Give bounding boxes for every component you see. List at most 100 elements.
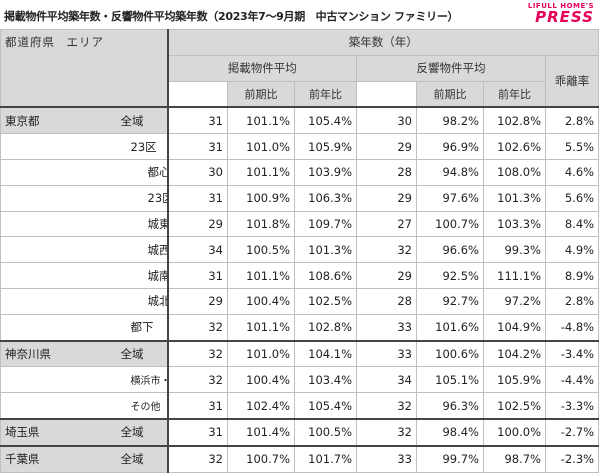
cell-area: 都心6区 bbox=[62, 158, 168, 186]
cell-value: 92.7% bbox=[416, 287, 484, 315]
cell-value: 31 bbox=[166, 262, 228, 289]
cell-value: 34 bbox=[166, 236, 228, 264]
cell-value: 100.4% bbox=[227, 366, 295, 394]
cell-area: 全域 bbox=[62, 339, 168, 368]
cell-area: 23区その他 bbox=[62, 184, 168, 212]
cell-pref bbox=[0, 236, 63, 264]
cell-area: その他 bbox=[62, 392, 168, 420]
cell-area: 城南 bbox=[62, 262, 168, 289]
cell-area: 都下 bbox=[62, 313, 168, 342]
cell-value: 32 bbox=[356, 236, 417, 264]
cell-value: 31 bbox=[166, 392, 228, 420]
cell-value: 5.5% bbox=[544, 133, 600, 160]
cell-pref: 神奈川県 bbox=[0, 339, 63, 368]
cell-value: 5.6% bbox=[544, 184, 600, 212]
table-row: 都下 32 101.1% 102.8% 33 101.6% 104.9% -4.8% bbox=[0, 313, 600, 342]
cell-value: 29 bbox=[356, 262, 417, 289]
cell-value: 8.9% bbox=[544, 262, 600, 289]
cell-value: 98.2% bbox=[416, 106, 484, 135]
cell-value: 102.8% bbox=[483, 106, 546, 135]
cell-area: 横浜市・川崎市 bbox=[62, 366, 168, 394]
cell-pref: 東京都 bbox=[0, 106, 63, 135]
building-age-table: 都道府県 エリア 築年数（年） 掲載物件平均 反響物件平均 乖離率 前期比 前年… bbox=[0, 29, 600, 473]
cell-value: 29 bbox=[166, 287, 228, 315]
cell-value: 101.1% bbox=[227, 158, 295, 186]
cell-area: 全域 bbox=[62, 106, 168, 135]
cell-value: 27 bbox=[356, 210, 417, 238]
table-row: 神奈川県 全域 32 101.0% 104.1% 33 100.6% 104.2% -3.4% bbox=[0, 339, 600, 368]
cell-value: 97.2% bbox=[483, 287, 546, 315]
cell-value: 103.9% bbox=[294, 158, 357, 186]
cell-value: 99.3% bbox=[483, 236, 546, 264]
table-row: 東京都 全域 31 101.1% 105.4% 30 98.2% 102.8% 2.8% bbox=[0, 106, 600, 135]
header-gap: 乖離率 bbox=[544, 54, 600, 108]
cell-value: -4.4% bbox=[544, 366, 600, 394]
table-row: 埼玉県 全域 31 101.4% 100.5% 32 98.4% 100.0% -2.7% bbox=[0, 417, 600, 447]
cell-area: 城西 bbox=[62, 236, 168, 264]
page-title: 掲載物件平均築年数・反響物件平均築年数（2023年7～9月期 中古マンション フ… bbox=[4, 10, 459, 23]
cell-area: 23区 bbox=[62, 133, 168, 160]
cell-value: -4.8% bbox=[544, 313, 600, 342]
cell-value: 101.6% bbox=[416, 313, 484, 342]
cell-value: 100.9% bbox=[227, 184, 295, 212]
cell-pref bbox=[0, 366, 63, 394]
cell-value: 109.7% bbox=[294, 210, 357, 238]
cell-value: 30 bbox=[166, 158, 228, 186]
cell-value: 100.7% bbox=[416, 210, 484, 238]
cell-value: 100.4% bbox=[227, 287, 295, 315]
cell-pref bbox=[0, 133, 63, 160]
cell-value: 33 bbox=[356, 339, 417, 368]
cell-value: 101.0% bbox=[227, 339, 295, 368]
cell-value: 31 bbox=[166, 184, 228, 212]
logo-line2: PRESS bbox=[535, 8, 594, 26]
cell-value: 101.3% bbox=[483, 184, 546, 212]
logo-line1: LIFULL HOME'S bbox=[527, 2, 594, 10]
cell-value: 106.3% bbox=[294, 184, 357, 212]
cell-value: 96.3% bbox=[416, 392, 484, 420]
cell-value: 105.9% bbox=[483, 366, 546, 394]
cell-value: 2.8% bbox=[544, 287, 600, 315]
cell-value: 92.5% bbox=[416, 262, 484, 289]
cell-value: 2.8% bbox=[544, 106, 600, 135]
cell-value: 29 bbox=[166, 210, 228, 238]
brand-logo: LIFULL HOME'S PRESS bbox=[528, 2, 594, 25]
cell-value: 100.5% bbox=[294, 417, 357, 447]
header-response-yoy: 前年比 bbox=[483, 80, 546, 108]
header-listed-yoy: 前年比 bbox=[294, 80, 357, 108]
table-row: その他 31 102.4% 105.4% 32 96.3% 102.5% -3.3% bbox=[0, 392, 600, 420]
header-response-qoq: 前期比 bbox=[416, 80, 484, 108]
cell-value: 101.4% bbox=[227, 417, 295, 447]
cell-value: -2.7% bbox=[544, 417, 600, 447]
header-response: 反響物件平均 bbox=[356, 54, 546, 82]
cell-value: 97.6% bbox=[416, 184, 484, 212]
cell-value: 8.4% bbox=[544, 210, 600, 238]
cell-value: 103.3% bbox=[483, 210, 546, 238]
cell-value: 103.4% bbox=[294, 366, 357, 394]
cell-value: 100.0% bbox=[483, 417, 546, 447]
cell-value: 100.5% bbox=[227, 236, 295, 264]
cell-value: 31 bbox=[166, 133, 228, 160]
cell-value: 101.0% bbox=[227, 133, 295, 160]
cell-value: 108.6% bbox=[294, 262, 357, 289]
cell-value: 28 bbox=[356, 287, 417, 315]
header-listed-qoq: 前期比 bbox=[227, 80, 295, 108]
cell-value: 111.1% bbox=[483, 262, 546, 289]
cell-value: 34 bbox=[356, 366, 417, 394]
table-body: 東京都 全域 31 101.1% 105.4% 30 98.2% 102.8% 2.8% 23区 3… bbox=[0, 106, 600, 473]
cell-pref bbox=[0, 210, 63, 238]
table-row: 23区 31 101.0% 105.9% 29 96.9% 102.6% 5.5% bbox=[0, 133, 600, 160]
cell-value: 29 bbox=[356, 184, 417, 212]
cell-pref bbox=[0, 184, 63, 212]
cell-value: -3.4% bbox=[544, 339, 600, 368]
cell-value: 104.9% bbox=[483, 313, 546, 342]
cell-value: 105.1% bbox=[416, 366, 484, 394]
cell-pref: 埼玉県 bbox=[0, 417, 63, 447]
cell-area: 城北 bbox=[62, 287, 168, 315]
cell-value: 28 bbox=[356, 158, 417, 186]
cell-value: 104.2% bbox=[483, 339, 546, 368]
cell-pref bbox=[0, 158, 63, 186]
cell-value: 108.0% bbox=[483, 158, 546, 186]
